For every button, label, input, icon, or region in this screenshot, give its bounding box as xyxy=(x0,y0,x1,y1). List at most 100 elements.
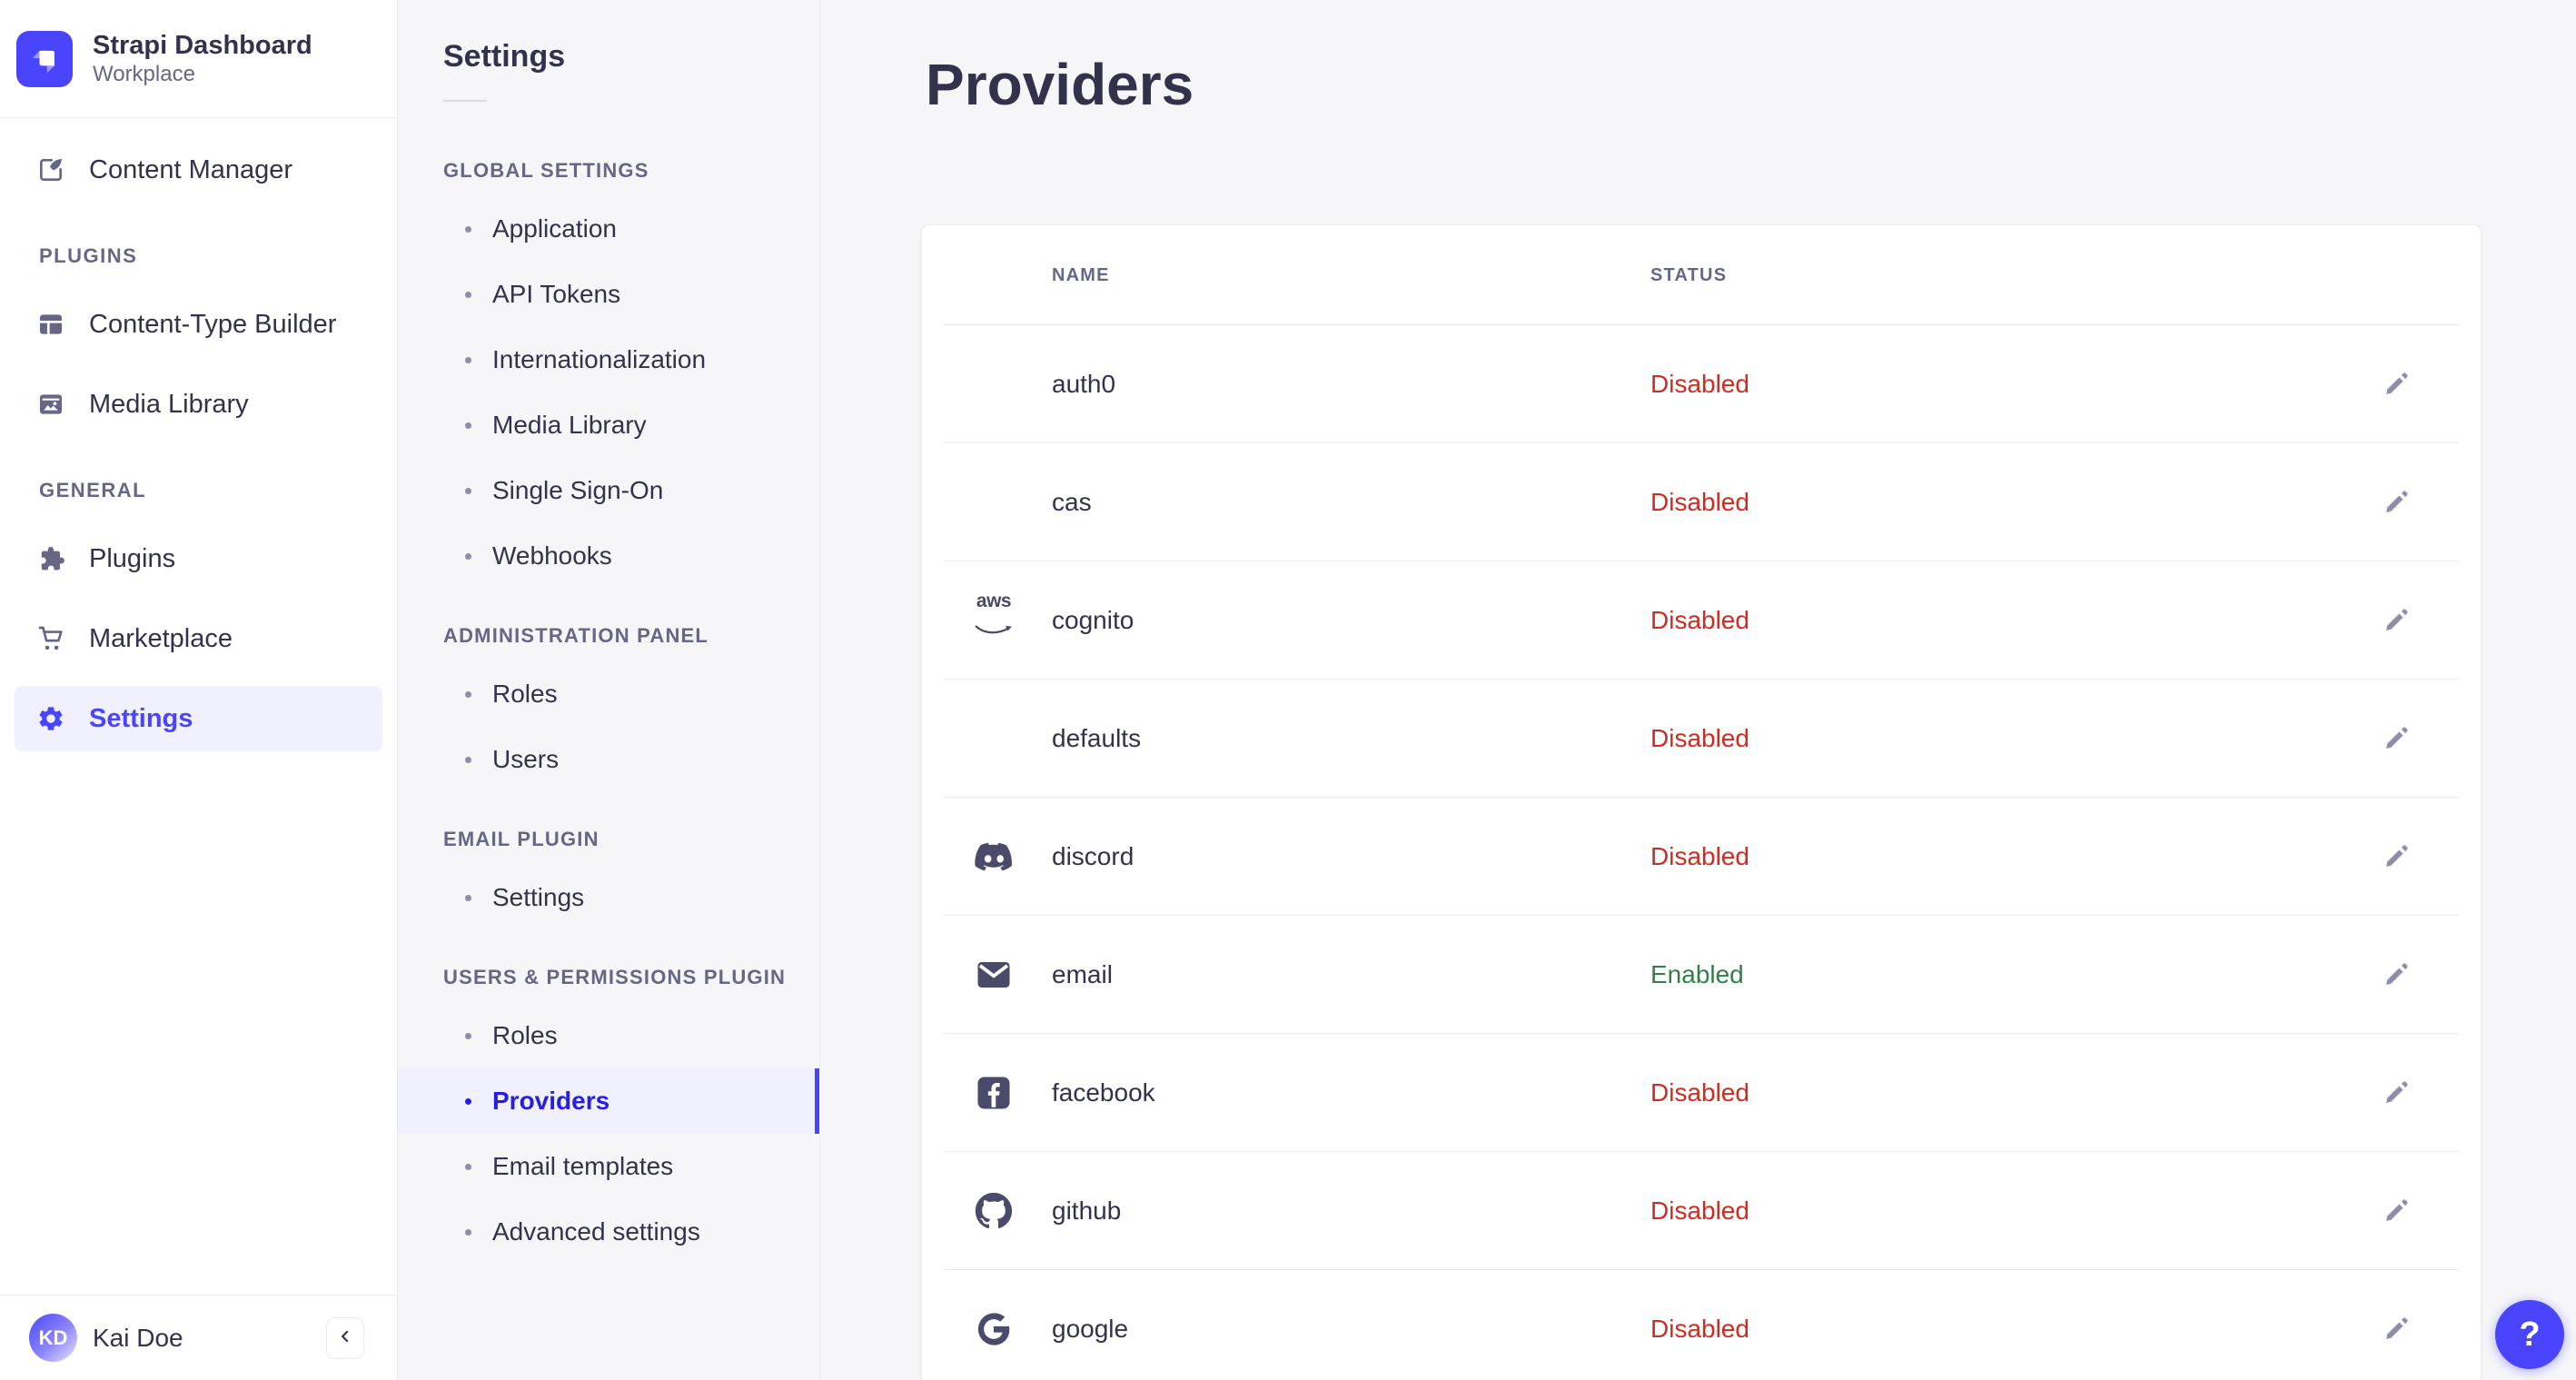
pencil-icon xyxy=(2383,487,2412,519)
subnav-item-roles[interactable]: Roles xyxy=(398,661,819,727)
avatar[interactable]: KD xyxy=(29,1314,77,1362)
provider-name: google xyxy=(1052,1315,1129,1343)
brand-text: Strapi Dashboard Workplace xyxy=(93,30,312,88)
nav-item-plugins[interactable]: Plugins xyxy=(15,526,382,591)
provider-status: Disabled xyxy=(1650,606,1749,634)
provider-name: facebook xyxy=(1052,1078,1155,1107)
subnav-item-api-tokens[interactable]: API Tokens xyxy=(398,262,819,327)
subnav-item-settings[interactable]: Settings xyxy=(398,865,819,930)
provider-status: Disabled xyxy=(1650,370,1749,398)
google-icon xyxy=(972,1307,1016,1351)
table-row[interactable]: defaults Disabled xyxy=(922,680,2481,798)
subnav-item-roles[interactable]: Roles xyxy=(398,1003,819,1068)
page-title: Providers xyxy=(926,52,1194,117)
provider-status: Disabled xyxy=(1650,842,1749,870)
provider-name: cas xyxy=(1052,488,1092,516)
table-row[interactable]: facebook Disabled xyxy=(922,1034,2481,1152)
subnav-items: Settings xyxy=(398,865,819,930)
edit-provider-button[interactable] xyxy=(2377,1309,2417,1349)
edit-provider-button[interactable] xyxy=(2377,482,2417,522)
provider-name: cognito xyxy=(1052,606,1134,634)
edit-provider-button[interactable] xyxy=(2377,1073,2417,1113)
provider-status: Enabled xyxy=(1650,960,1744,988)
edit-provider-button[interactable] xyxy=(2377,719,2417,759)
subnav-title: Settings xyxy=(443,39,566,74)
provider-icon xyxy=(972,717,1016,760)
subnav-section: EMAIL PLUGIN Settings xyxy=(398,829,819,930)
subnav-item-media-library[interactable]: Media Library xyxy=(398,392,819,458)
user-area: KD Kai Doe xyxy=(0,1295,397,1380)
column-header-name: NAME xyxy=(1052,264,1110,285)
edit-provider-button[interactable] xyxy=(2377,837,2417,877)
settings-gear-icon xyxy=(36,704,65,733)
nav-item-label: Content-Type Builder xyxy=(89,309,337,339)
edit-provider-button[interactable] xyxy=(2377,601,2417,640)
providers-table-card: NAME STATUS auth0 Disabled cas Disabled xyxy=(922,225,2481,1380)
app-title: Strapi Dashboard xyxy=(93,30,312,60)
column-header-status: STATUS xyxy=(1650,264,1728,285)
subnav-section-label: GLOBAL SETTINGS xyxy=(443,159,649,182)
edit-provider-button[interactable] xyxy=(2377,364,2417,404)
nav-item-media-library[interactable]: Media Library xyxy=(15,372,382,437)
subnav-divider xyxy=(443,100,487,102)
pencil-icon xyxy=(2383,723,2412,755)
user-name: Kai Doe xyxy=(93,1323,183,1352)
pencil-icon xyxy=(2383,1196,2412,1227)
nav-item-marketplace[interactable]: Marketplace xyxy=(15,606,382,671)
provider-name: email xyxy=(1052,960,1113,988)
pencil-icon xyxy=(2383,1314,2412,1345)
subnav-item-email-templates[interactable]: Email templates xyxy=(398,1134,819,1199)
subnav-item-internationalization[interactable]: Internationalization xyxy=(398,327,819,392)
subnav-section: USERS & PERMISSIONS PLUGIN Roles Provider… xyxy=(398,967,819,1265)
table-row[interactable]: aws cognito Disabled xyxy=(922,561,2481,680)
nav-item-content-type-builder[interactable]: Content-Type Builder xyxy=(15,292,382,357)
pencil-icon xyxy=(2383,369,2412,401)
aws-icon: aws xyxy=(972,591,1016,642)
nav-section-general: GENERAL xyxy=(39,479,147,501)
edit-provider-button[interactable] xyxy=(2377,955,2417,995)
subnav-section-label: USERS & PERMISSIONS PLUGIN xyxy=(443,966,787,988)
nav-item-content-manager[interactable]: Content Manager xyxy=(15,137,382,203)
subnav-items: Application API Tokens Internationalizatio… xyxy=(398,196,819,589)
subnav-section: ADMINISTRATION PANEL Roles Users xyxy=(398,625,819,792)
table-row[interactable]: discord Disabled xyxy=(922,798,2481,916)
table-row[interactable]: google Disabled xyxy=(922,1270,2481,1380)
workspace-name: Workplace xyxy=(93,61,195,86)
nav-item-label: Marketplace xyxy=(89,623,233,653)
table-body: auth0 Disabled cas Disabled xyxy=(922,325,2481,1380)
collapse-sidebar-button[interactable] xyxy=(326,1316,364,1359)
facebook-icon xyxy=(972,1071,1016,1115)
github-icon xyxy=(972,1189,1016,1233)
table-row[interactable]: cas Disabled xyxy=(922,443,2481,561)
discord-icon xyxy=(972,835,1016,879)
provider-status: Disabled xyxy=(1650,1078,1749,1107)
help-button[interactable]: ? xyxy=(2495,1300,2564,1369)
subnav-item-providers[interactable]: Providers xyxy=(398,1068,819,1134)
subnav-item-advanced-settings[interactable]: Advanced settings xyxy=(398,1199,819,1265)
marketplace-cart-icon xyxy=(36,624,65,653)
subnav-item-application[interactable]: Application xyxy=(398,196,819,262)
nav-section-plugins: PLUGINS xyxy=(39,244,138,267)
provider-status: Disabled xyxy=(1650,1315,1749,1343)
provider-name: github xyxy=(1052,1196,1122,1225)
main-content: Providers NAME STATUS auth0 Disabled xyxy=(820,0,2576,1380)
media-library-icon xyxy=(36,390,65,419)
plugins-puzzle-icon xyxy=(36,544,65,573)
subnav-items: Roles Providers Email templates Advanced se… xyxy=(398,1003,819,1265)
edit-provider-button[interactable] xyxy=(2377,1191,2417,1231)
table-header-row: NAME STATUS xyxy=(922,225,2481,325)
provider-icon xyxy=(972,362,1016,406)
nav-item-settings[interactable]: Settings xyxy=(15,686,382,751)
table-row[interactable]: email Enabled xyxy=(922,916,2481,1034)
subnav-item-users[interactable]: Users xyxy=(398,727,819,792)
subnav-item-single-sign-on[interactable]: Single Sign-On xyxy=(398,458,819,523)
table-row[interactable]: github Disabled xyxy=(922,1152,2481,1270)
provider-icon xyxy=(972,481,1016,524)
table-row[interactable]: auth0 Disabled xyxy=(922,325,2481,443)
subnav-item-webhooks[interactable]: Webhooks xyxy=(398,523,819,589)
provider-name: discord xyxy=(1052,842,1134,870)
brand[interactable]: Strapi Dashboard Workplace xyxy=(0,0,397,118)
provider-status: Disabled xyxy=(1650,724,1749,752)
subnav-section-label: EMAIL PLUGIN xyxy=(443,828,599,850)
